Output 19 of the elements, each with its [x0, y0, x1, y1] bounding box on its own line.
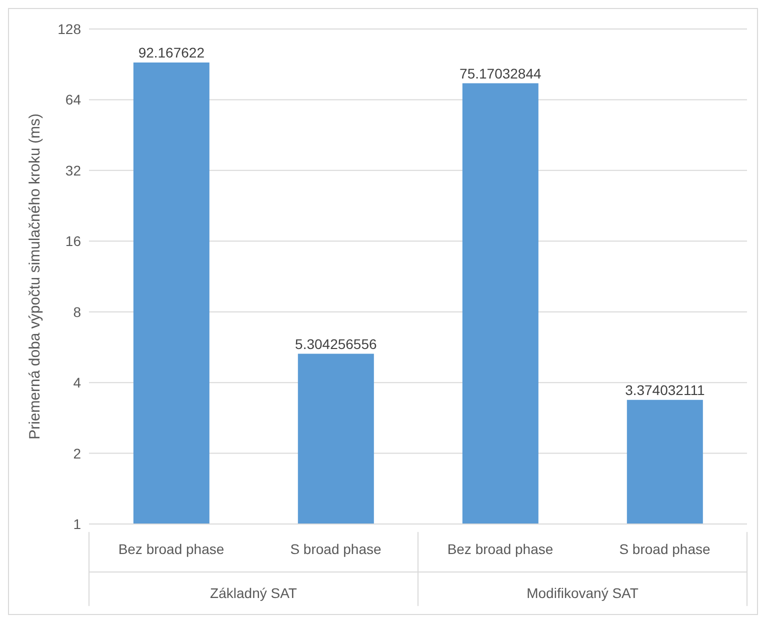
y-tick-label: 4 — [73, 374, 82, 391]
data-label: 3.374032111 — [625, 382, 705, 398]
y-tick-label: 64 — [65, 92, 82, 108]
y-tick-label: 16 — [65, 233, 82, 250]
x-tick-label: Bez broad phase — [447, 541, 554, 557]
data-label: 5.304256556 — [295, 336, 377, 352]
text: Modifikovaný SAT — [526, 585, 639, 601]
y-tick-label: 1 — [73, 516, 82, 532]
y-tick-label: 32 — [65, 162, 82, 178]
y-tick-label: 2 — [73, 445, 82, 462]
text: Základný SAT — [210, 585, 298, 601]
y-tick-label: 8 — [73, 304, 82, 320]
y-tick-label: 128 — [58, 20, 82, 37]
data-label: 75.17032844 — [460, 65, 542, 82]
x-tick-label: Bez broad phase — [118, 541, 224, 557]
x-tick-label: S broad phase — [290, 541, 382, 557]
data-label: 92.167622 — [138, 44, 205, 61]
y-axis-title: Priemerná doba výpočtu simulačného kroku (ms) — [26, 114, 44, 440]
x-tick-label: S broad phase — [619, 541, 710, 557]
